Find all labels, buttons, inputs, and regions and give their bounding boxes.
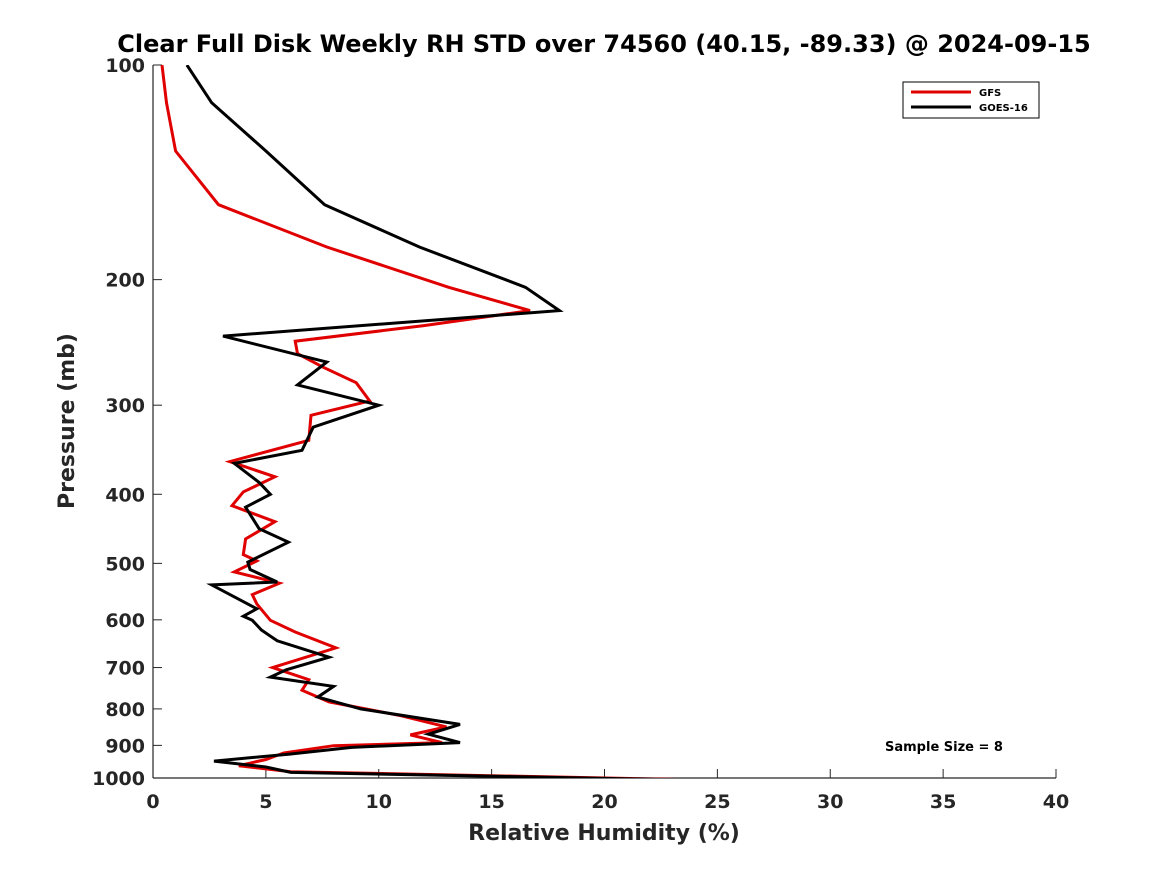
y-tick-label: 500 — [105, 553, 145, 575]
x-tick-label: 35 — [930, 791, 956, 813]
x-tick-label: 10 — [366, 791, 392, 813]
x-axis-label: Relative Humidity (%) — [468, 821, 740, 846]
plot-area: 0 5 10 15 20 25 30 35 40 100 200 300 400 500 600 700 800… — [92, 55, 1069, 813]
y-tick-label: 900 — [105, 735, 145, 757]
x-tick-label: 5 — [259, 791, 272, 813]
series-line-gfs — [160, 65, 681, 778]
y-axis-label: Pressure (mb) — [55, 333, 80, 509]
series-line-goes-16 — [185, 65, 665, 778]
y-tick-label: 100 — [105, 55, 145, 77]
y-tick-label: 700 — [105, 658, 145, 680]
x-tick-label: 15 — [478, 791, 504, 813]
x-tick-label: 25 — [704, 791, 730, 813]
x-tick-label: 30 — [817, 791, 843, 813]
y-tick-label: 800 — [105, 699, 145, 721]
chart-title: Clear Full Disk Weekly RH STD over 74560… — [117, 30, 1090, 58]
x-tick-label: 0 — [146, 791, 159, 813]
x-tick-label: 20 — [591, 791, 617, 813]
y-tick-label: 1000 — [92, 768, 145, 790]
y-tick-label: 200 — [105, 270, 145, 292]
legend-box — [902, 81, 1040, 119]
y-tick-label: 300 — [105, 395, 145, 417]
x-tick-label: 40 — [1043, 791, 1069, 813]
legend: GFS GOES-16 — [902, 81, 1040, 119]
sample-size-annotation: Sample Size = 8 — [885, 740, 1003, 755]
y-tick-label: 600 — [105, 610, 145, 632]
y-tick-label: 400 — [105, 484, 145, 506]
legend-label: GOES-16 — [979, 103, 1028, 114]
legend-label: GFS — [979, 88, 1001, 99]
